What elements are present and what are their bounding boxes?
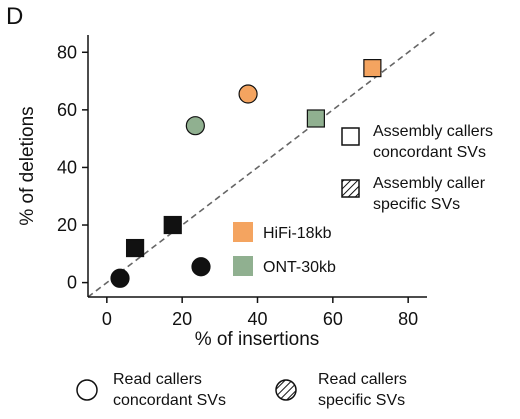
y-axis-label: % of deletions [17, 106, 38, 225]
x-axis-label: % of insertions [195, 329, 320, 350]
shape-legend-read: Read callers concordant SVs Read callers… [76, 371, 407, 409]
data-point-square [125, 238, 145, 258]
open-circle-icon [76, 379, 98, 401]
legend-read-concordant-line1: Read callers [113, 371, 202, 388]
y-tick-label: 40 [57, 157, 77, 177]
y-tick-label: 80 [57, 42, 77, 62]
y-tick-label: 60 [57, 100, 77, 120]
data-point-square [363, 59, 382, 78]
legend-assembly-specific-line2: specific SVs [373, 196, 460, 213]
legend-assembly-concordant-line2: concordant SVs [373, 144, 486, 161]
legend-swatch-hifi [233, 222, 253, 242]
legend-read-specific-line2: specific SVs [318, 392, 405, 409]
data-point-circle [185, 116, 205, 136]
x-tick-label: 40 [247, 309, 267, 329]
hatched-square-icon [341, 179, 360, 198]
legend-label-ont: ONT-30kb [263, 259, 336, 276]
data-point-circle [191, 257, 211, 277]
panel-label: D [6, 3, 23, 30]
legend-read-specific-line1: Read callers [318, 371, 407, 388]
legend-assembly-concordant-line1: Assembly callers [373, 123, 493, 140]
legend-swatch-ont [233, 256, 253, 276]
y-tick-label: 0 [67, 273, 77, 293]
legend-assembly-specific-line1: Assembly caller [373, 175, 486, 192]
open-square-icon [341, 127, 360, 146]
x-tick-label: 80 [398, 309, 418, 329]
x-tick-label: 60 [323, 309, 343, 329]
data-point-circle [110, 268, 130, 288]
legend-read-concordant-line2: concordant SVs [113, 392, 226, 409]
x-tick-label: 0 [102, 309, 112, 329]
data-point-square [306, 109, 325, 128]
data-point-circle [238, 84, 258, 104]
y-tick-label: 20 [57, 215, 77, 235]
diagonal-reference-line [87, 31, 436, 298]
shape-legend-assembly: Assembly callers concordant SVs Assembly… [341, 123, 493, 213]
data-point-square [163, 215, 182, 235]
hatched-circle-icon [275, 379, 297, 401]
legend-label-hifi: HiFi-18kb [263, 225, 332, 242]
x-tick-label: 20 [172, 309, 192, 329]
color-legend: HiFi-18kb ONT-30kb [233, 222, 336, 276]
